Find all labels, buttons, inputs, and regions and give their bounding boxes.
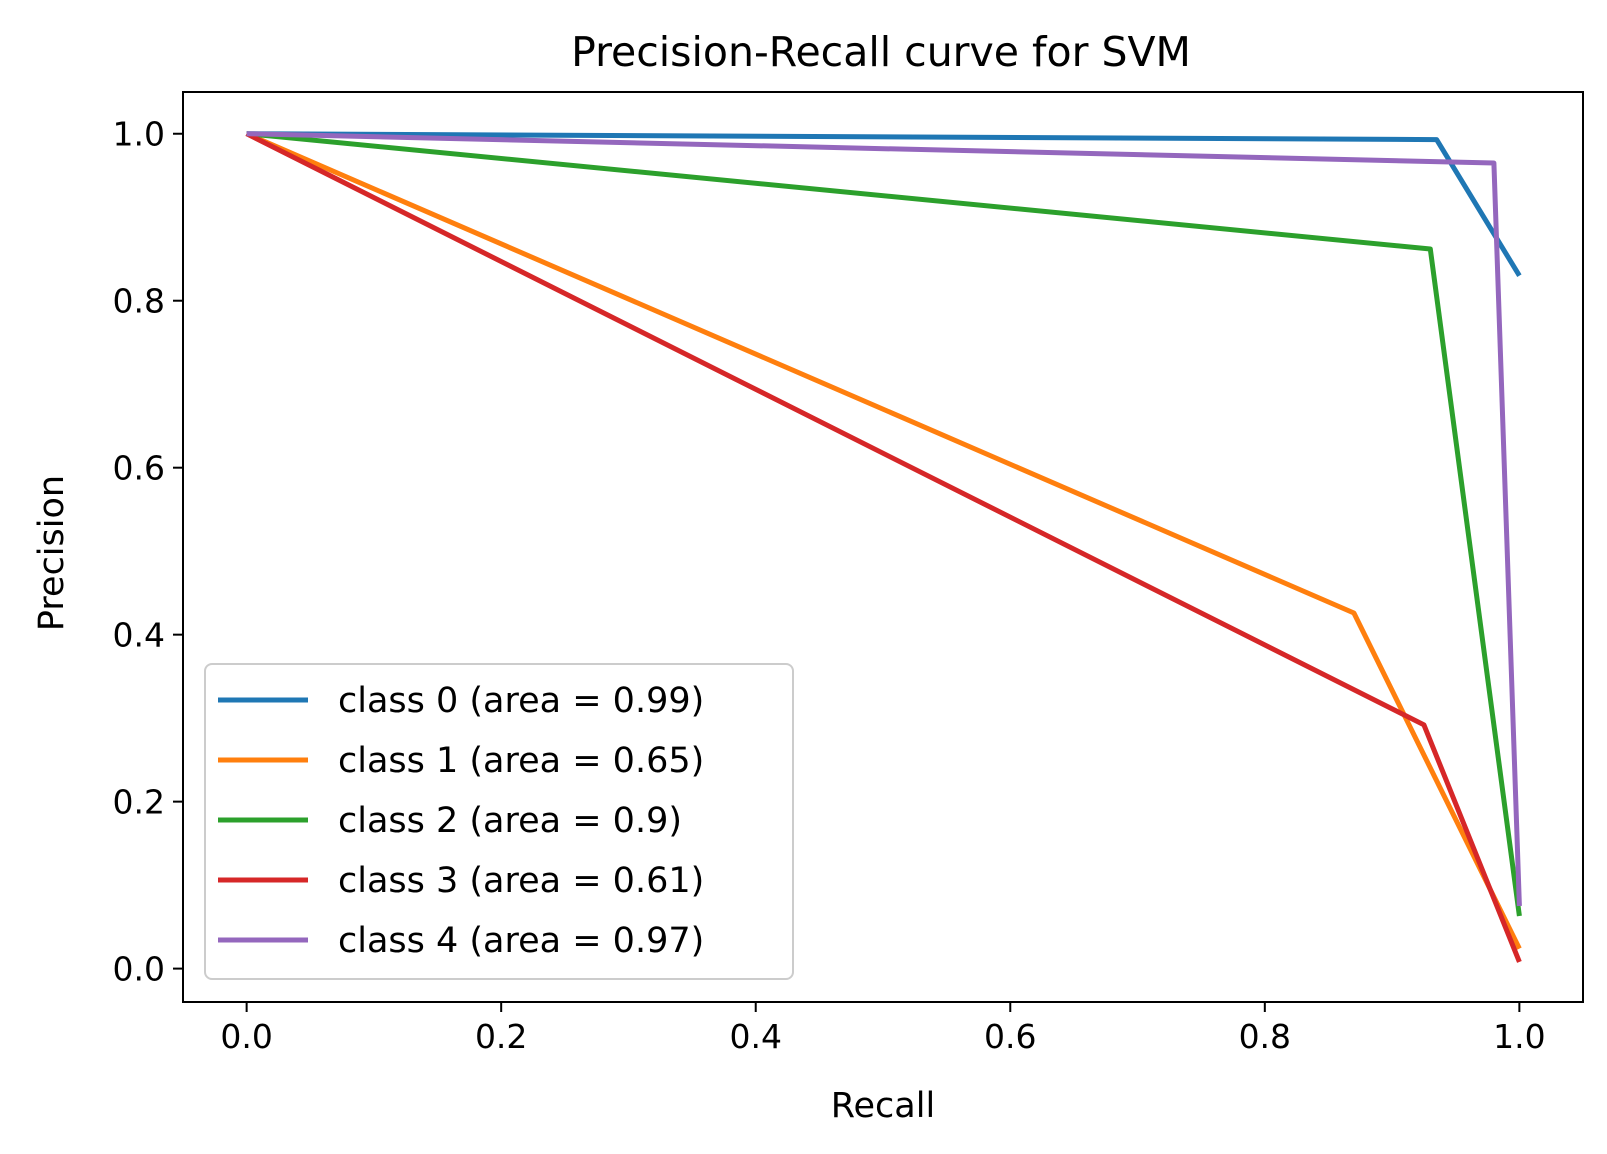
y-tick-label: 1.0 — [113, 115, 165, 154]
legend: class 0 (area = 0.99) class 1 (area = 0.6… — [204, 663, 794, 980]
y-tick-label: 0.6 — [113, 449, 165, 488]
chart-title: Precision-Recall curve for SVM — [571, 28, 1191, 76]
x-axis-label: Recall — [831, 1086, 935, 1126]
series-layer — [245, 131, 1522, 963]
y-tick-label: 0.0 — [113, 950, 165, 989]
series-line-class-3 — [245, 131, 1522, 963]
x-tick-label: 0.2 — [475, 1017, 527, 1056]
x-tick-label: 0.4 — [729, 1017, 781, 1056]
series-line-class-0 — [246, 131, 1522, 277]
y-tick-label: 0.4 — [113, 616, 165, 655]
y-axis-label: Precision — [32, 475, 72, 631]
legend-label: class 4 (area = 0.97) — [338, 921, 704, 961]
x-tick-label: 0.8 — [1239, 1017, 1291, 1056]
legend-label: class 3 (area = 0.61) — [338, 861, 704, 901]
series-line-class-1 — [245, 131, 1522, 950]
plot-frame — [182, 91, 1584, 1003]
legend-label: class 2 (area = 0.9) — [338, 801, 682, 841]
x-tick-label: 0.6 — [984, 1017, 1036, 1056]
y-axis-ticks: 0.0 0.2 0.4 0.6 0.8 1.0 — [113, 115, 183, 989]
x-tick-label: 0.0 — [220, 1017, 272, 1056]
x-tick-label: 1.0 — [1493, 1017, 1545, 1056]
x-axis-ticks: 0.0 0.2 0.4 0.6 0.8 1.0 — [220, 1002, 1546, 1056]
legend-label: class 1 (area = 0.65) — [338, 741, 704, 781]
series-line-class-4 — [246, 131, 1522, 907]
legend-label: class 0 (area = 0.99) — [338, 681, 704, 721]
series-line-class-2 — [246, 131, 1522, 917]
legend-box — [204, 663, 794, 980]
legend-items: class 0 (area = 0.99) class 1 (area = 0.6… — [218, 681, 704, 961]
y-tick-label: 0.8 — [113, 282, 165, 321]
y-tick-label: 0.2 — [113, 783, 165, 822]
